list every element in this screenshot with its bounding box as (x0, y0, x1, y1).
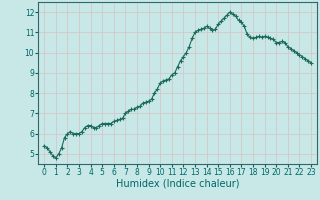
X-axis label: Humidex (Indice chaleur): Humidex (Indice chaleur) (116, 179, 239, 189)
